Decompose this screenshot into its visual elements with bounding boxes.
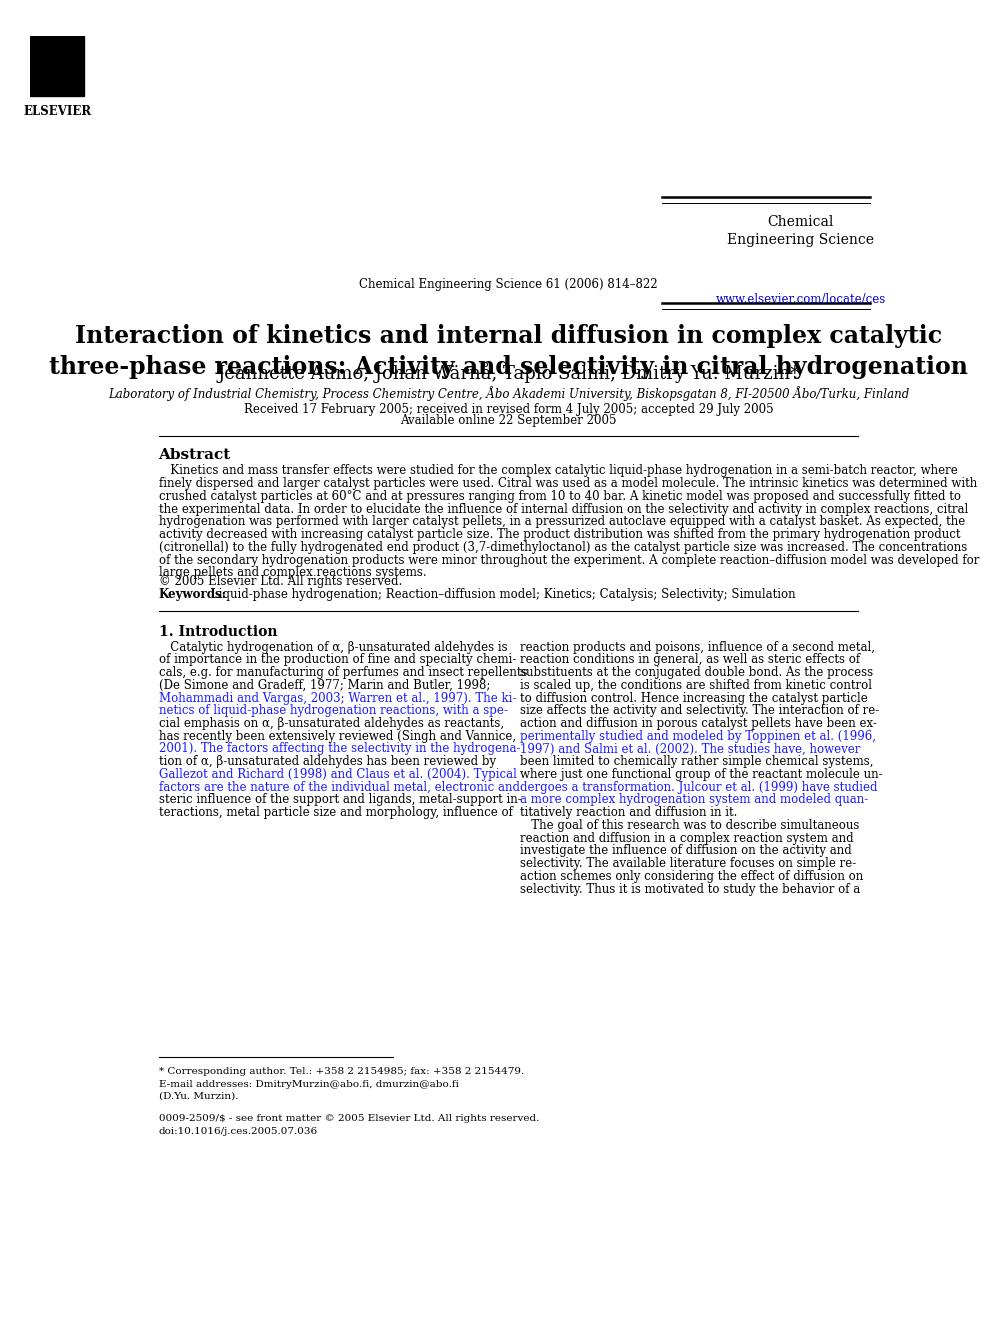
- Text: Abstract: Abstract: [159, 448, 231, 462]
- Text: (citronellal) to the fully hydrogenated end product (3,7-dimethyloctanol) as the: (citronellal) to the fully hydrogenated …: [159, 541, 967, 554]
- Text: (D.Yu. Murzin).: (D.Yu. Murzin).: [159, 1091, 238, 1101]
- Text: where just one functional group of the reactant molecule un-: where just one functional group of the r…: [520, 767, 883, 781]
- Text: cial emphasis on α, β-unsaturated aldehydes as reactants,: cial emphasis on α, β-unsaturated aldehy…: [159, 717, 504, 730]
- Text: tion of α, β-unsaturated aldehydes has been reviewed by: tion of α, β-unsaturated aldehydes has b…: [159, 755, 496, 769]
- Text: © 2005 Elsevier Ltd. All rights reserved.: © 2005 Elsevier Ltd. All rights reserved…: [159, 576, 402, 587]
- Text: Jeannette Aumo, Johan Wärnå, Tapio Salmi, Dmitry Yu. Murzin*: Jeannette Aumo, Johan Wärnå, Tapio Salmi…: [217, 363, 800, 384]
- Text: selectivity. Thus it is motivated to study the behavior of a: selectivity. Thus it is motivated to stu…: [520, 882, 860, 896]
- Text: teractions, metal particle size and morphology, influence of: teractions, metal particle size and morp…: [159, 806, 513, 819]
- Text: * Corresponding author. Tel.: +358 2 2154985; fax: +358 2 2154479.: * Corresponding author. Tel.: +358 2 215…: [159, 1068, 524, 1077]
- Text: a more complex hydrogenation system and modeled quan-: a more complex hydrogenation system and …: [520, 794, 868, 807]
- Text: been limited to chemically rather simple chemical systems,: been limited to chemically rather simple…: [520, 755, 873, 769]
- Text: dergoes a transformation. Julcour et al. (1999) have studied: dergoes a transformation. Julcour et al.…: [520, 781, 878, 794]
- Text: Mohammadi and Vargas, 2003; Warren et al., 1997). The ki-: Mohammadi and Vargas, 2003; Warren et al…: [159, 692, 516, 705]
- Text: the experimental data. In order to elucidate the influence of internal diffusion: the experimental data. In order to eluci…: [159, 503, 968, 516]
- Text: to diffusion control. Hence increasing the catalyst particle: to diffusion control. Hence increasing t…: [520, 692, 868, 705]
- Text: action and diffusion in porous catalyst pellets have been ex-: action and diffusion in porous catalyst …: [520, 717, 877, 730]
- Text: action schemes only considering the effect of diffusion on: action schemes only considering the effe…: [520, 869, 863, 882]
- Text: E-mail addresses: DmitryMurzin@abo.fi, dmurzin@abo.fi: E-mail addresses: DmitryMurzin@abo.fi, d…: [159, 1080, 458, 1089]
- Text: www.elsevier.com/locate/ces: www.elsevier.com/locate/ces: [715, 292, 886, 306]
- Text: cals, e.g. for manufacturing of perfumes and insect repellents: cals, e.g. for manufacturing of perfumes…: [159, 665, 527, 679]
- Text: 2001). The factors affecting the selectivity in the hydrogena-: 2001). The factors affecting the selecti…: [159, 742, 520, 755]
- Text: finely dispersed and larger catalyst particles were used. Citral was used as a m: finely dispersed and larger catalyst par…: [159, 478, 977, 490]
- Text: reaction and diffusion in a complex reaction system and: reaction and diffusion in a complex reac…: [520, 832, 853, 844]
- Text: hydrogenation was performed with larger catalyst pellets, in a pressurized autoc: hydrogenation was performed with larger …: [159, 516, 965, 528]
- Text: Chemical Engineering Science 61 (2006) 814–822: Chemical Engineering Science 61 (2006) 8…: [359, 278, 658, 291]
- Text: (De Simone and Gradeff, 1977; Marin and Butler, 1998;: (De Simone and Gradeff, 1977; Marin and …: [159, 679, 490, 692]
- Text: 0009-2509/$ - see front matter © 2005 Elsevier Ltd. All rights reserved.: 0009-2509/$ - see front matter © 2005 El…: [159, 1114, 539, 1123]
- Text: netics of liquid-phase hydrogenation reactions, with a spe-: netics of liquid-phase hydrogenation rea…: [159, 704, 508, 717]
- Text: steric influence of the support and ligands, metal-support in-: steric influence of the support and liga…: [159, 794, 522, 807]
- Text: Gallezot and Richard (1998) and Claus et al. (2004). Typical: Gallezot and Richard (1998) and Claus et…: [159, 767, 517, 781]
- Text: reaction conditions in general, as well as steric effects of: reaction conditions in general, as well …: [520, 654, 860, 667]
- Text: of the secondary hydrogenation products were minor throughout the experiment. A : of the secondary hydrogenation products …: [159, 553, 979, 566]
- Text: Liquid-phase hydrogenation; Reaction–diffusion model; Kinetics; Catalysis; Selec: Liquid-phase hydrogenation; Reaction–dif…: [211, 589, 796, 601]
- Text: is scaled up, the conditions are shifted from kinetic control: is scaled up, the conditions are shifted…: [520, 679, 872, 692]
- Text: Laboratory of Industrial Chemistry, Process Chemistry Centre, Åbo Akademi Univer: Laboratory of Industrial Chemistry, Proc…: [108, 385, 909, 401]
- Text: factors are the nature of the individual metal, electronic and: factors are the nature of the individual…: [159, 781, 520, 794]
- Text: substituents at the conjugated double bond. As the process: substituents at the conjugated double bo…: [520, 665, 873, 679]
- Text: Received 17 February 2005; received in revised form 4 July 2005; accepted 29 Jul: Received 17 February 2005; received in r…: [244, 404, 773, 415]
- Text: Chemical
Engineering Science: Chemical Engineering Science: [727, 214, 874, 247]
- Text: The goal of this research was to describe simultaneous: The goal of this research was to describ…: [520, 819, 859, 832]
- Text: Available online 22 September 2005: Available online 22 September 2005: [400, 414, 617, 427]
- Text: perimentally studied and modeled by Toppinen et al. (1996,: perimentally studied and modeled by Topp…: [520, 730, 876, 742]
- Text: of importance in the production of fine and specialty chemi-: of importance in the production of fine …: [159, 654, 516, 667]
- Text: investigate the influence of diffusion on the activity and: investigate the influence of diffusion o…: [520, 844, 852, 857]
- Text: Interaction of kinetics and internal diffusion in complex catalytic
three-phase : Interaction of kinetics and internal dif…: [49, 324, 968, 380]
- Text: Keywords:: Keywords:: [159, 589, 226, 601]
- Text: titatively reaction and diffusion in it.: titatively reaction and diffusion in it.: [520, 806, 737, 819]
- Text: Catalytic hydrogenation of α, β-unsaturated aldehydes is: Catalytic hydrogenation of α, β-unsatura…: [159, 640, 507, 654]
- Text: large pellets and complex reactions systems.: large pellets and complex reactions syst…: [159, 566, 427, 579]
- Text: selectivity. The available literature focuses on simple re-: selectivity. The available literature fo…: [520, 857, 856, 871]
- Text: Kinetics and mass transfer effects were studied for the complex catalytic liquid: Kinetics and mass transfer effects were …: [159, 464, 957, 478]
- Text: reaction products and poisons, influence of a second metal,: reaction products and poisons, influence…: [520, 640, 875, 654]
- Text: crushed catalyst particles at 60°C and at pressures ranging from 10 to 40 bar. A: crushed catalyst particles at 60°C and a…: [159, 490, 960, 503]
- Text: ELSEVIER: ELSEVIER: [23, 105, 91, 118]
- Text: activity decreased with increasing catalyst particle size. The product distribut: activity decreased with increasing catal…: [159, 528, 960, 541]
- Text: doi:10.1016/j.ces.2005.07.036: doi:10.1016/j.ces.2005.07.036: [159, 1127, 317, 1135]
- Text: has recently been extensively reviewed (Singh and Vannice,: has recently been extensively reviewed (…: [159, 730, 516, 742]
- Text: 1. Introduction: 1. Introduction: [159, 626, 277, 639]
- Text: size affects the activity and selectivity. The interaction of re-: size affects the activity and selectivit…: [520, 704, 879, 717]
- Text: 1997) and Salmi et al. (2002). The studies have, however: 1997) and Salmi et al. (2002). The studi…: [520, 742, 860, 755]
- Bar: [30, 36, 84, 95]
